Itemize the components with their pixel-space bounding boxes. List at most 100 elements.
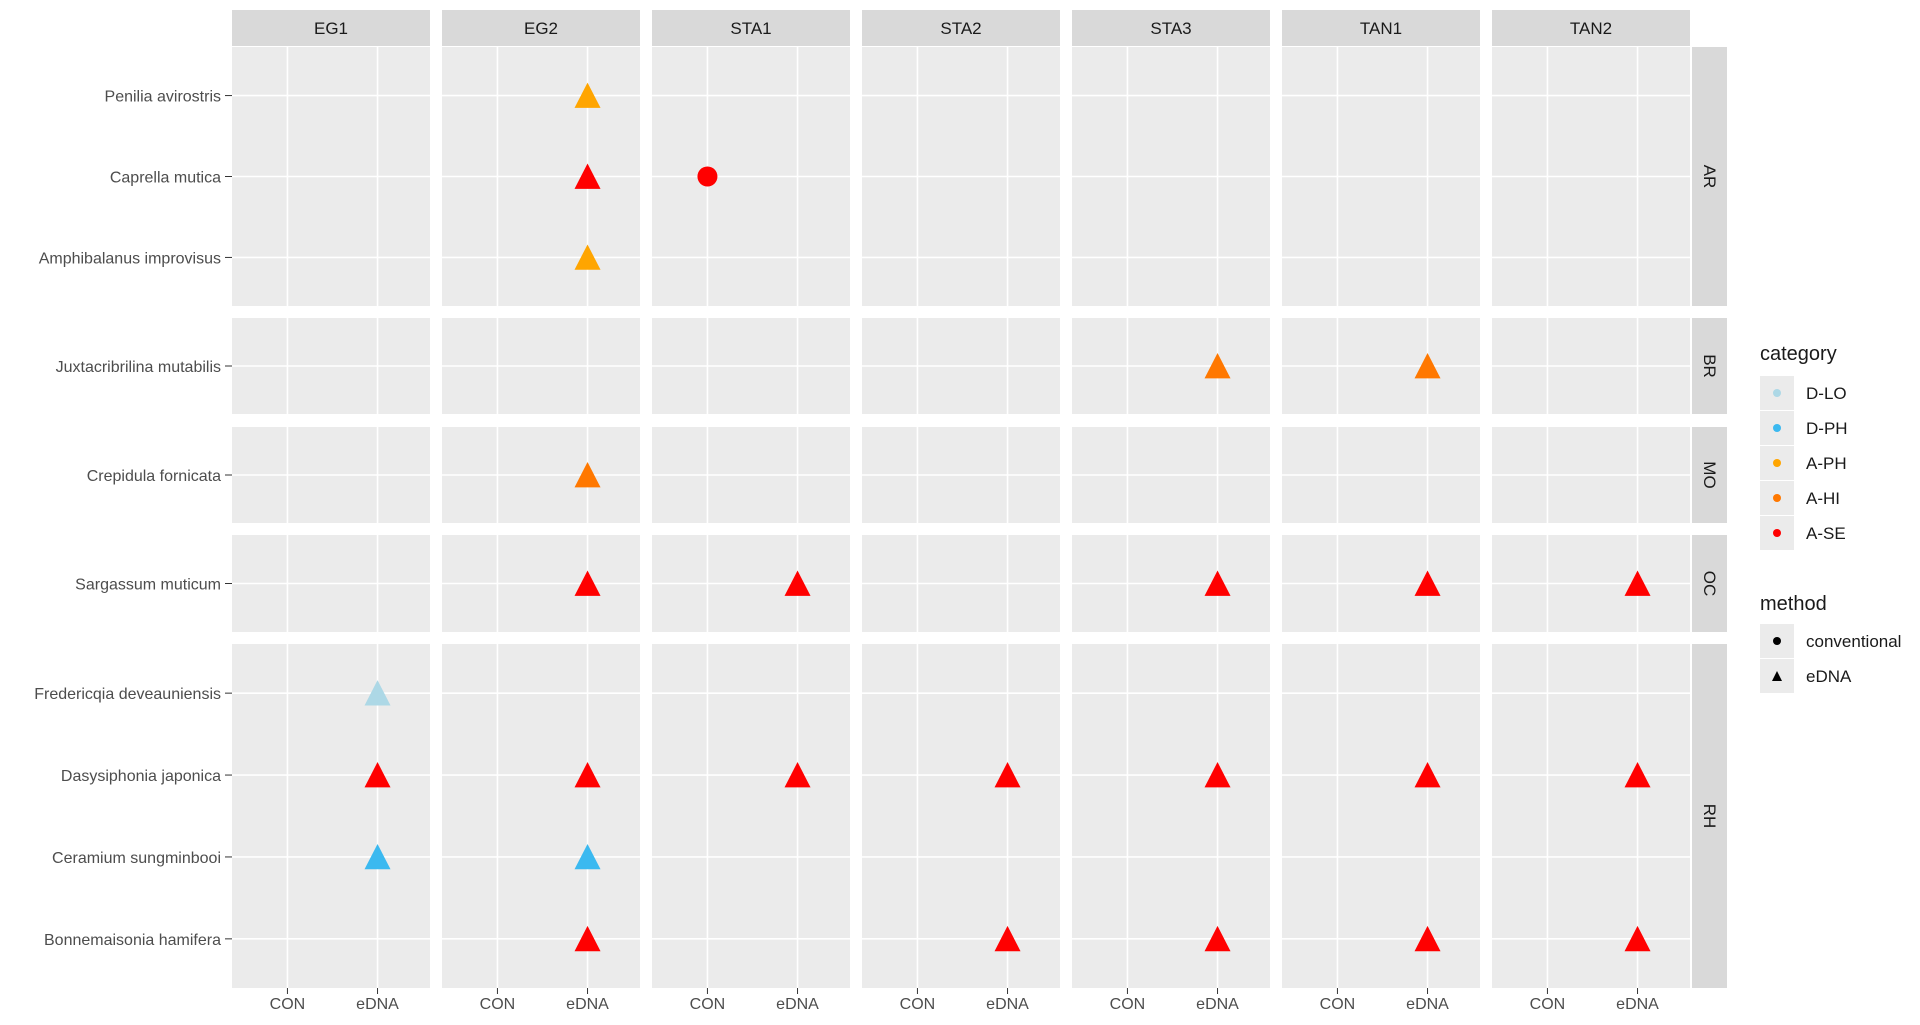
point-conventional	[697, 166, 718, 187]
point-edna	[574, 925, 601, 952]
point-edna	[1204, 570, 1231, 596]
y-tick-label: Bonnemaisonia hamifera	[44, 932, 221, 949]
point-edna	[1624, 570, 1651, 596]
x-tick-label: eDNA	[566, 996, 609, 1013]
point-edna	[1414, 570, 1441, 596]
strip-right-rh	[1692, 644, 1727, 988]
panel-sta3-rh	[1072, 644, 1270, 988]
point-edna	[1204, 353, 1231, 379]
x-tick-label: eDNA	[1196, 996, 1239, 1013]
point-edna	[1624, 925, 1651, 952]
y-tick-label: Amphibalanus improvisus	[39, 250, 221, 267]
x-tick-label: eDNA	[1616, 996, 1659, 1013]
panel-eg1-rh	[232, 644, 430, 988]
x-tick-label: CON	[270, 996, 306, 1013]
x-tick-label: CON	[1320, 996, 1356, 1013]
legend-label-d-lo: D-LO	[1806, 384, 1847, 403]
strip-top-sta3	[1072, 10, 1270, 46]
legend-label-method: conventional	[1806, 632, 1901, 651]
strip-label-eg2: EG2	[524, 19, 558, 38]
legend-label-a-ph: A-PH	[1806, 454, 1847, 473]
x-tick-label: eDNA	[1406, 996, 1449, 1013]
legend-method-title: method	[1760, 593, 1827, 615]
legend-key-a-ph	[1773, 459, 1781, 467]
point-edna	[364, 843, 391, 870]
legend-key-circle	[1773, 637, 1781, 645]
panel-tan1-rh	[1282, 644, 1480, 988]
point-edna	[1204, 925, 1231, 952]
strip-right-oc	[1692, 535, 1727, 632]
x-tick-label: eDNA	[986, 996, 1029, 1013]
x-tick-label: eDNA	[776, 996, 819, 1013]
point-edna	[1414, 353, 1441, 379]
strip-label-ar: AR	[1700, 165, 1719, 189]
y-tick-label: Juxtacribrilina mutabilis	[56, 359, 221, 376]
point-edna	[574, 570, 601, 596]
legend-key-a-hi	[1773, 494, 1781, 502]
legend-key-d-ph	[1773, 424, 1781, 432]
strip-right-ar	[1692, 47, 1727, 306]
x-tick-label: CON	[480, 996, 516, 1013]
x-tick-label: eDNA	[356, 996, 399, 1013]
strip-label-mo: MO	[1700, 461, 1719, 488]
legend-key-a-se	[1773, 529, 1781, 537]
strip-label-tan2: TAN2	[1570, 19, 1612, 38]
strip-top-tan2	[1492, 10, 1690, 46]
strip-top-sta1	[652, 10, 850, 46]
strip-label-sta2: STA2	[940, 19, 981, 38]
strip-top-sta2	[862, 10, 1060, 46]
strip-label-eg1: EG1	[314, 19, 348, 38]
y-tick-label: Crepidula fornicata	[87, 468, 221, 485]
legend-label-a-hi: A-HI	[1806, 489, 1840, 508]
strip-label-oc: OC	[1700, 571, 1719, 597]
strip-label-sta3: STA3	[1150, 19, 1191, 38]
legend-key-triangle	[1772, 671, 1782, 681]
panel-sta1-rh	[652, 644, 850, 988]
strip-top-eg2	[442, 10, 640, 46]
point-edna	[574, 163, 601, 189]
x-tick-label: CON	[1530, 996, 1566, 1013]
panel-sta2-rh	[862, 644, 1060, 988]
point-edna	[1624, 762, 1651, 788]
y-tick-label: Penilia avirostris	[105, 89, 221, 106]
point-edna	[574, 462, 601, 488]
point-edna	[1414, 762, 1441, 788]
strip-label-rh: RH	[1700, 804, 1719, 829]
strip-top-eg1	[232, 10, 430, 46]
strip-right-mo	[1692, 427, 1727, 523]
legend-category-title: category	[1760, 343, 1837, 365]
y-tick-label: Caprella mutica	[110, 170, 221, 187]
strip-right-br	[1692, 318, 1727, 414]
point-edna	[574, 762, 601, 788]
point-edna	[784, 762, 811, 788]
point-edna	[994, 925, 1021, 952]
legend-key-d-lo	[1773, 389, 1781, 397]
strip-label-sta1: STA1	[730, 19, 771, 38]
y-tick-label: Dasysiphonia japonica	[61, 768, 221, 785]
point-edna	[784, 570, 811, 596]
point-edna	[994, 762, 1021, 788]
y-tick-label: Ceramium sungminbooi	[52, 850, 221, 867]
y-tick-label: Sargassum muticum	[75, 577, 221, 594]
point-edna	[364, 762, 391, 788]
legend-label-method: eDNA	[1806, 667, 1852, 686]
point-edna	[364, 680, 391, 706]
legend-label-d-ph: D-PH	[1806, 419, 1848, 438]
legend-label-a-se: A-SE	[1806, 524, 1846, 543]
x-tick-label: CON	[1110, 996, 1146, 1013]
point-edna	[1204, 762, 1231, 788]
x-tick-label: CON	[690, 996, 726, 1013]
x-tick-label: CON	[900, 996, 936, 1013]
panel-tan2-rh	[1492, 644, 1690, 988]
strip-label-tan1: TAN1	[1360, 19, 1402, 38]
strip-top-tan1	[1282, 10, 1480, 46]
point-edna	[574, 82, 601, 108]
y-tick-label: Fredericqia deveauniensis	[34, 686, 221, 703]
strip-label-br: BR	[1700, 354, 1719, 378]
point-edna	[1414, 925, 1441, 952]
point-edna	[574, 244, 601, 270]
panel-eg2-rh	[442, 644, 640, 988]
point-edna	[574, 843, 601, 870]
